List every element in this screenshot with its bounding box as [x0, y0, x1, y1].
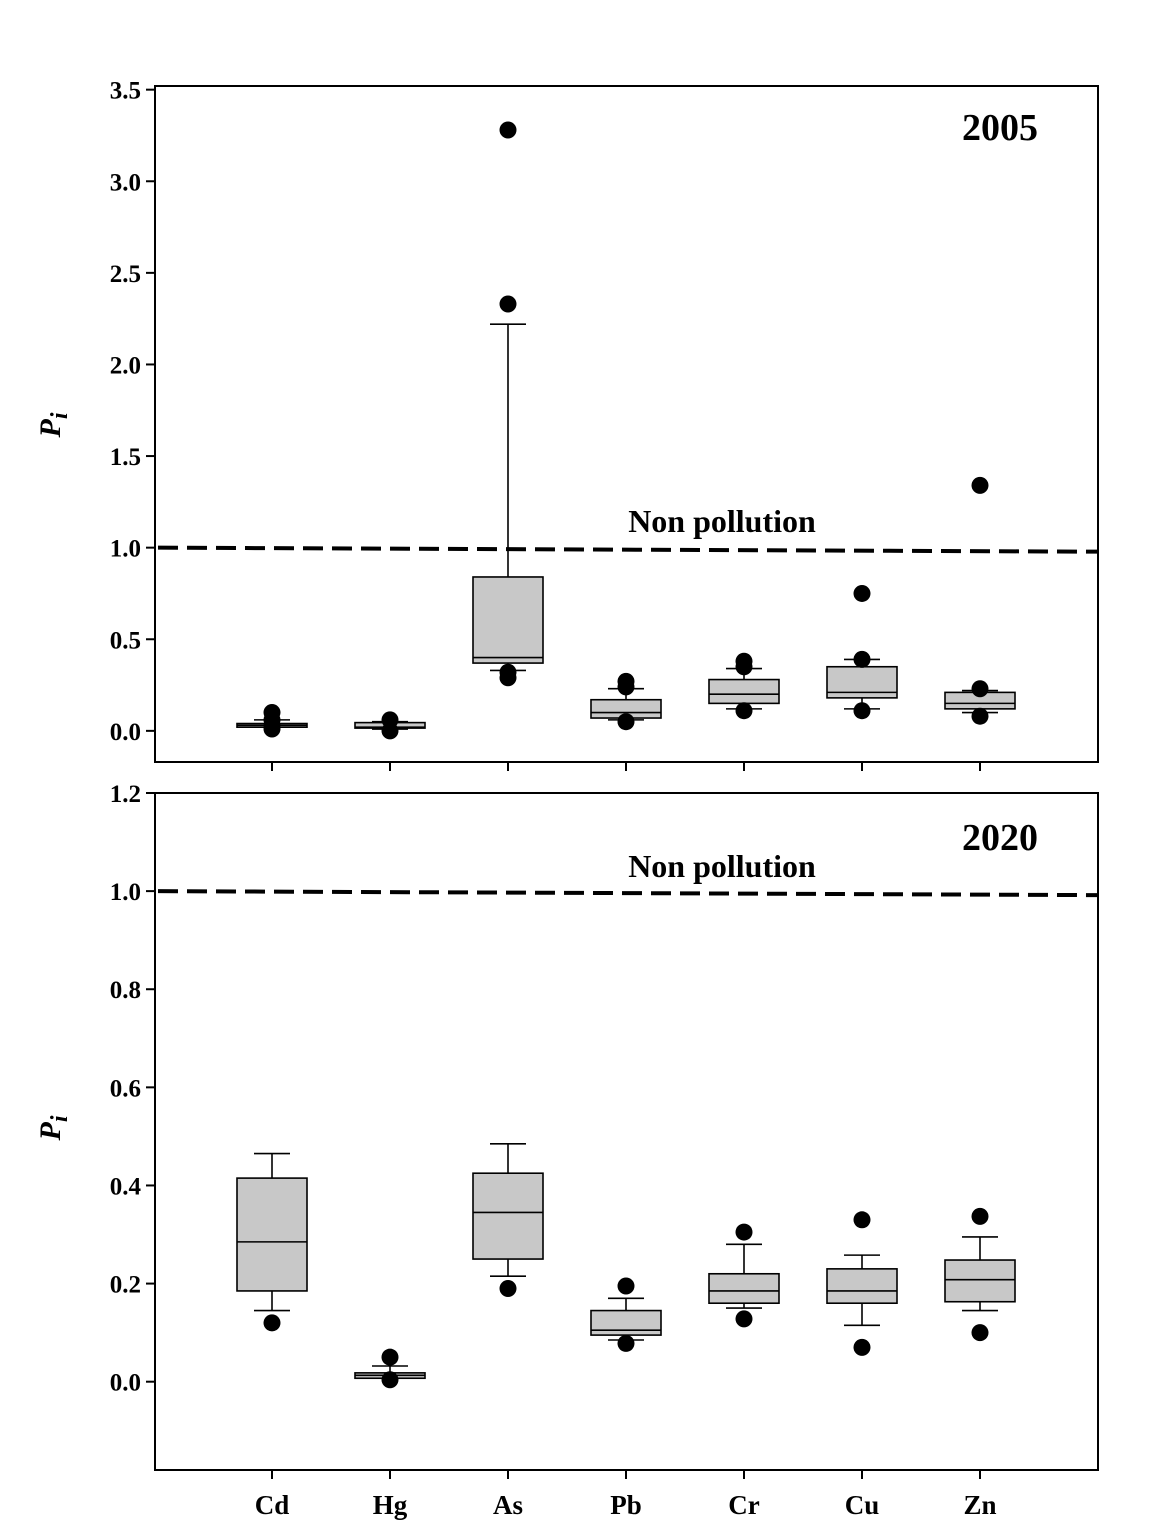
y-tick-label: 3.0: [110, 169, 141, 196]
panel-year-label: 2005: [962, 107, 1038, 149]
outlier-point: [617, 678, 635, 696]
outlier-point: [499, 669, 517, 687]
y-tick-label: 0.6: [110, 1075, 141, 1102]
box-iqr: [472, 576, 544, 664]
outlier-point: [971, 476, 989, 494]
box-cr: [708, 652, 780, 720]
outlier-point: [853, 702, 871, 720]
non-pollution-label: Non pollution: [628, 848, 816, 884]
non-pollution-line: [157, 545, 1099, 554]
y-tick-label: 0.0: [110, 1370, 141, 1397]
box-iqr: [826, 1268, 898, 1305]
y-axis-label-subscript: i: [47, 412, 73, 419]
y-axis-label: Pi: [34, 1115, 73, 1141]
x-category-label: As: [493, 1490, 523, 1520]
y-axis-label: Pi: [34, 412, 73, 438]
outlier-point: [735, 658, 753, 676]
x-category-label: Cu: [845, 1490, 880, 1520]
y-tick-label: 0.2: [110, 1272, 141, 1299]
non-pollution-line: [157, 889, 1099, 898]
y-tick-label: 0.8: [110, 977, 141, 1004]
outlier-point: [499, 121, 517, 139]
y-tick-label: 2.5: [110, 261, 141, 288]
box-iqr: [708, 678, 780, 705]
y-tick-label: 1.5: [110, 444, 141, 471]
box-hg: [354, 1348, 426, 1389]
x-category-label: Pb: [610, 1490, 642, 1520]
x-category-label: Cr: [728, 1490, 759, 1520]
y-tick-label: 0.4: [110, 1173, 142, 1200]
outlier-point: [263, 1314, 281, 1332]
box-cu: [826, 1211, 898, 1356]
box-zn: [944, 1207, 1016, 1342]
outlier-point: [263, 720, 281, 738]
outlier-point: [971, 680, 989, 698]
box-cu: [826, 584, 898, 720]
box-zn: [944, 476, 1016, 725]
non-pollution-label: Non pollution: [628, 503, 816, 539]
box-as: [472, 1142, 544, 1297]
x-category-label: Cd: [255, 1490, 290, 1520]
outlier-point: [853, 584, 871, 602]
outlier-point: [381, 1371, 399, 1389]
box-pb: [590, 672, 662, 731]
panel-year-label: 2020: [962, 817, 1038, 859]
outlier-point: [853, 650, 871, 668]
outlier-point: [499, 295, 517, 313]
x-category-label: Zn: [963, 1490, 996, 1520]
outlier-point: [735, 702, 753, 720]
outlier-point: [381, 722, 399, 740]
box-iqr: [944, 1259, 1016, 1303]
outlier-point: [617, 1334, 635, 1352]
outlier-point: [617, 1277, 635, 1295]
box-as: [472, 121, 544, 687]
box-iqr: [236, 1177, 308, 1292]
y-axis-label-main: P: [34, 1122, 67, 1142]
outlier-point: [735, 1223, 753, 1241]
box-iqr: [826, 665, 898, 699]
y-tick-label: 1.2: [110, 781, 141, 808]
y-tick-label: 0.0: [110, 719, 141, 746]
y-tick-label: 1.0: [110, 879, 141, 906]
y-tick-label: 0.5: [110, 627, 141, 654]
panel-2020: 0.0 0.2 0.4 0.6 0.8 1.0 1.2 Pi 2020 Non pollution…: [34, 781, 1099, 1520]
outlier-point: [381, 1348, 399, 1366]
x-category-label: Hg: [373, 1490, 408, 1520]
y-axis-label-subscript: i: [47, 1115, 73, 1122]
box-iqr: [472, 1172, 544, 1260]
outlier-point: [617, 713, 635, 731]
outlier-point: [735, 1310, 753, 1328]
box-cr: [708, 1223, 780, 1328]
box-cd: [236, 704, 308, 738]
y-axis-label-main: P: [34, 419, 67, 439]
y-tick-label: 3.5: [110, 78, 141, 105]
box-iqr: [708, 1272, 780, 1305]
box-hg: [354, 711, 426, 740]
outlier-point: [853, 1338, 871, 1356]
outlier-point: [853, 1211, 871, 1229]
box-pb: [590, 1277, 662, 1352]
panel-2005: 0.0 0.5 1.0 1.5 2.0 2.5 3.0 3.5 Pi 2005 Non pollut…: [34, 78, 1099, 771]
box-iqr: [590, 1309, 662, 1336]
y-tick-label: 1.0: [110, 536, 141, 563]
outlier-point: [971, 1207, 989, 1225]
box-cd: [236, 1152, 308, 1332]
outlier-point: [971, 707, 989, 725]
y-tick-label: 2.0: [110, 352, 141, 379]
outlier-point: [971, 1324, 989, 1342]
outlier-point: [499, 1279, 517, 1297]
